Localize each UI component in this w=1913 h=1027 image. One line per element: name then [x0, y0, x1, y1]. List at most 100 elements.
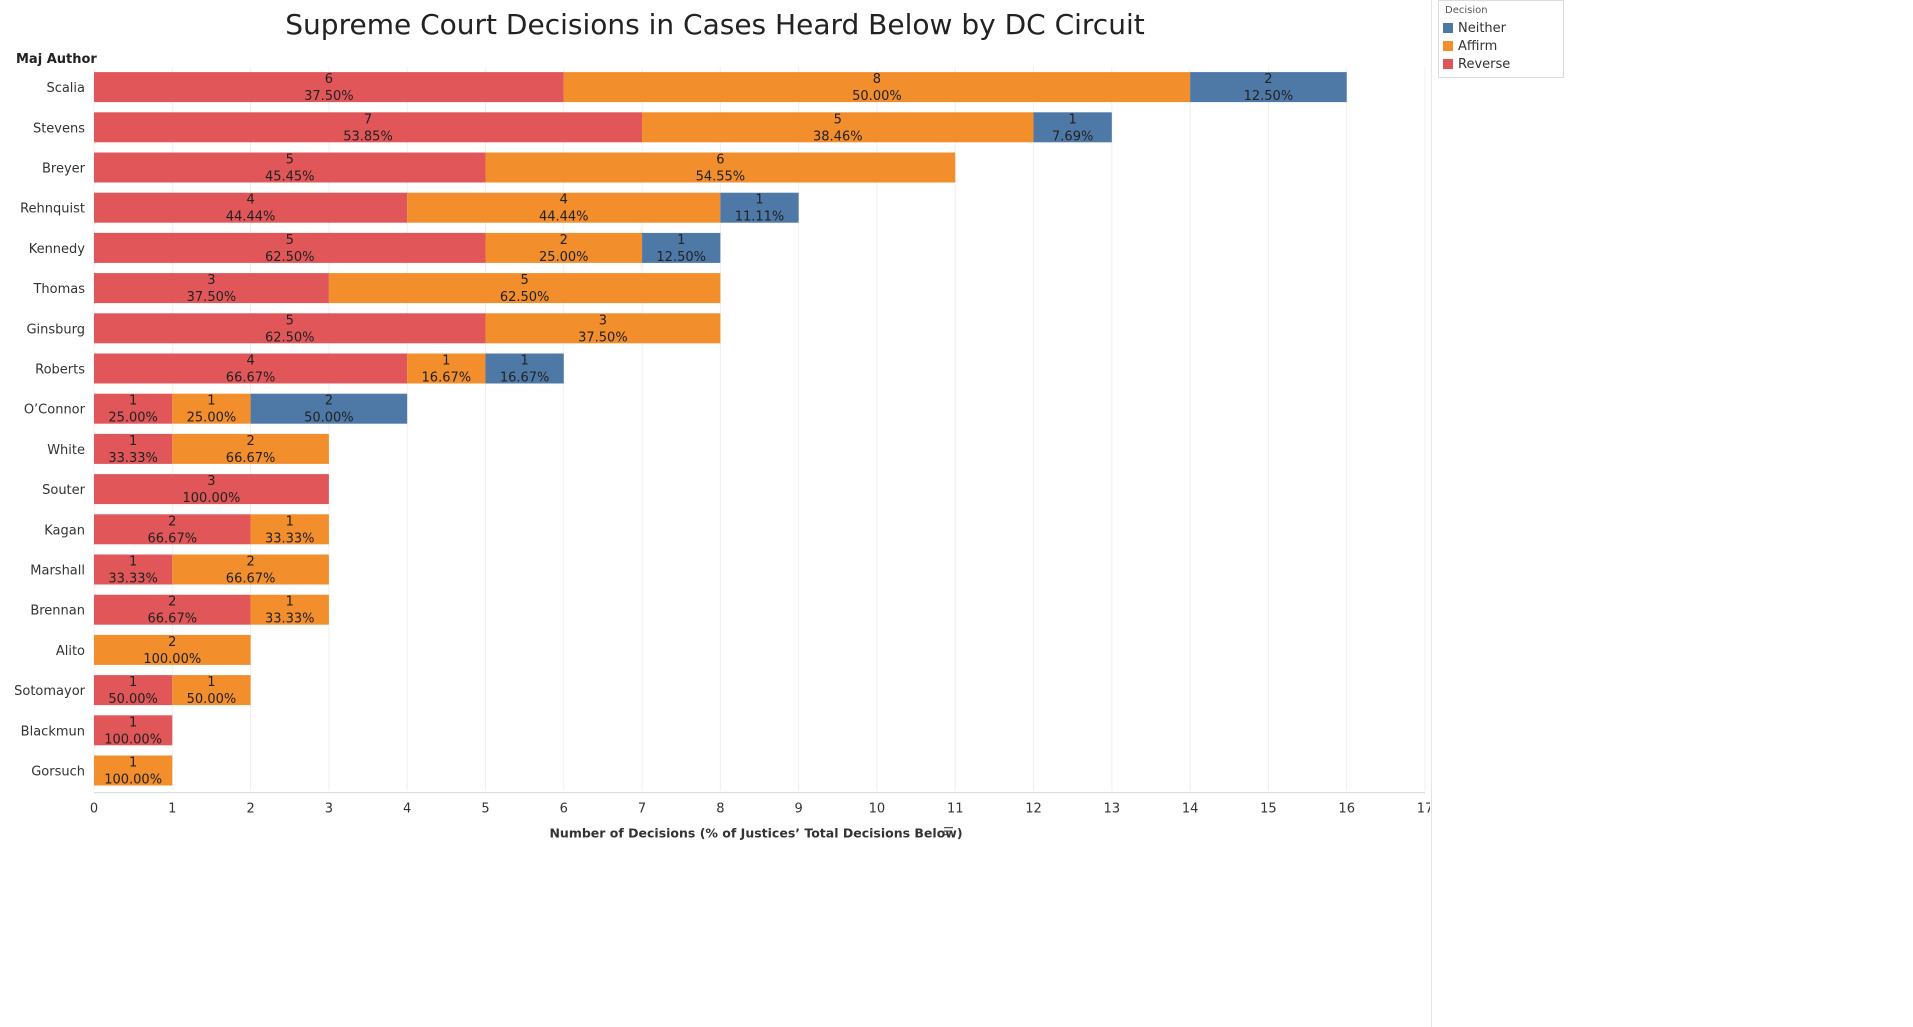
data-label-percent: 44.44% [539, 210, 589, 225]
category-label: Scalia [46, 81, 85, 96]
data-label-percent: 12.50% [1244, 89, 1294, 104]
data-label-percent: 50.00% [108, 692, 158, 707]
category-label: Gorsuch [31, 765, 85, 780]
data-label-count: 3 [207, 474, 215, 489]
x-tick-label: 5 [481, 802, 489, 817]
bar-reverse [94, 232, 486, 263]
bar-affirm [250, 514, 329, 545]
data-label-count: 1 [129, 555, 137, 570]
bar-reverse [94, 675, 173, 706]
data-label-count: 2 [246, 555, 254, 570]
bar-neither [485, 353, 564, 384]
data-label-percent: 11.11% [735, 210, 785, 225]
bar-affirm [642, 112, 1034, 143]
data-label-count: 4 [560, 193, 568, 208]
category-label: Kennedy [29, 242, 86, 257]
data-label-percent: 25.00% [108, 411, 158, 426]
bar-affirm [250, 594, 329, 625]
category-label: White [47, 443, 85, 458]
data-label-count: 1 [129, 715, 137, 730]
data-label-count: 2 [560, 233, 568, 248]
data-label-percent: 53.85% [343, 129, 393, 144]
category-label: Sotomayor [14, 684, 86, 699]
data-label-percent: 50.00% [304, 411, 354, 426]
x-tick-label: 6 [560, 802, 568, 817]
x-tick-label: 12 [1025, 802, 1042, 817]
data-label-count: 1 [129, 756, 137, 771]
data-label-count: 1 [677, 233, 685, 248]
bar-chart: Maj Author Scalia 6 37.50% 8 50.00% 2 12.50% Ste… [14, 52, 1430, 841]
x-tick-label: 0 [90, 802, 98, 817]
data-label-count: 4 [246, 193, 254, 208]
data-label-count: 1 [755, 193, 763, 208]
bar-affirm [172, 393, 251, 424]
data-label-percent: 16.67% [422, 371, 472, 386]
bar-affirm [407, 353, 486, 384]
x-tick-label: 10 [869, 802, 886, 817]
data-label-count: 2 [325, 394, 333, 409]
bar-reverse [94, 273, 329, 304]
data-label-percent: 62.50% [500, 290, 550, 305]
category-label: Kagan [44, 523, 85, 538]
data-label-percent: 45.45% [265, 170, 315, 185]
bar-reverse [94, 393, 173, 424]
x-tick-label: 14 [1182, 802, 1199, 817]
category-label: Souter [42, 483, 86, 498]
data-label-percent: 62.50% [265, 330, 315, 345]
x-tick-label: 3 [325, 802, 333, 817]
data-label-percent: 66.67% [148, 612, 198, 627]
data-label-count: 7 [364, 112, 372, 127]
legend-label: Neither [1458, 20, 1507, 36]
data-label-percent: 33.33% [108, 451, 158, 466]
category-label: Brennan [30, 604, 85, 619]
data-label-count: 6 [716, 153, 724, 168]
x-tick-label: 7 [638, 802, 646, 817]
data-label-percent: 100.00% [104, 732, 162, 747]
data-label-percent: 38.46% [813, 129, 863, 144]
x-tick-label: 4 [403, 802, 411, 817]
category-label: Breyer [42, 162, 86, 177]
x-axis-title: Number of Decisions (% of Justices’ Tota… [549, 826, 962, 841]
bar-reverse [94, 192, 408, 223]
data-label-percent: 12.50% [656, 250, 706, 265]
data-label-count: 5 [286, 153, 294, 168]
data-label-percent: 62.50% [265, 250, 315, 265]
data-label-count: 1 [286, 514, 294, 529]
legend-item-reverse[interactable]: Reverse [1439, 55, 1563, 73]
category-label: O’Connor [24, 403, 86, 418]
data-label-count: 5 [834, 112, 842, 127]
bar-neither [720, 192, 799, 223]
data-label-percent: 100.00% [143, 652, 201, 667]
legend-swatch [1443, 59, 1453, 69]
bar-reverse [94, 554, 173, 585]
category-label: Ginsburg [26, 322, 85, 337]
data-label-percent: 100.00% [104, 773, 162, 788]
legend-label: Reverse [1458, 56, 1511, 72]
x-tick-label: 8 [716, 802, 724, 817]
bar-reverse [94, 474, 329, 505]
data-label-percent: 7.69% [1052, 129, 1093, 144]
legend-item-affirm[interactable]: Affirm [1439, 37, 1563, 55]
legend-title: Decision [1445, 5, 1488, 16]
bar-reverse [94, 514, 251, 545]
bar-affirm [172, 554, 329, 585]
x-tick-label: 2 [246, 802, 254, 817]
bar-affirm [328, 273, 721, 304]
panel-divider [1431, 0, 1432, 1027]
data-label-percent: 33.33% [108, 572, 158, 587]
bar-reverse [94, 594, 251, 625]
category-label: Blackmun [21, 724, 85, 739]
sort-descending-icon[interactable] [944, 826, 953, 836]
data-label-percent: 50.00% [852, 89, 902, 104]
data-label-percent: 54.55% [696, 170, 746, 185]
bar-affirm [94, 634, 251, 665]
x-tick-label: 16 [1338, 802, 1355, 817]
data-label-percent: 37.50% [304, 89, 354, 104]
bar-reverse [94, 152, 486, 183]
data-label-percent: 37.50% [578, 330, 628, 345]
category-label: Stevens [33, 121, 85, 136]
bar-neither [1190, 72, 1347, 103]
bar-reverse [94, 112, 643, 143]
legend-item-neither[interactable]: Neither [1439, 19, 1563, 37]
x-tick-label: 9 [795, 802, 803, 817]
